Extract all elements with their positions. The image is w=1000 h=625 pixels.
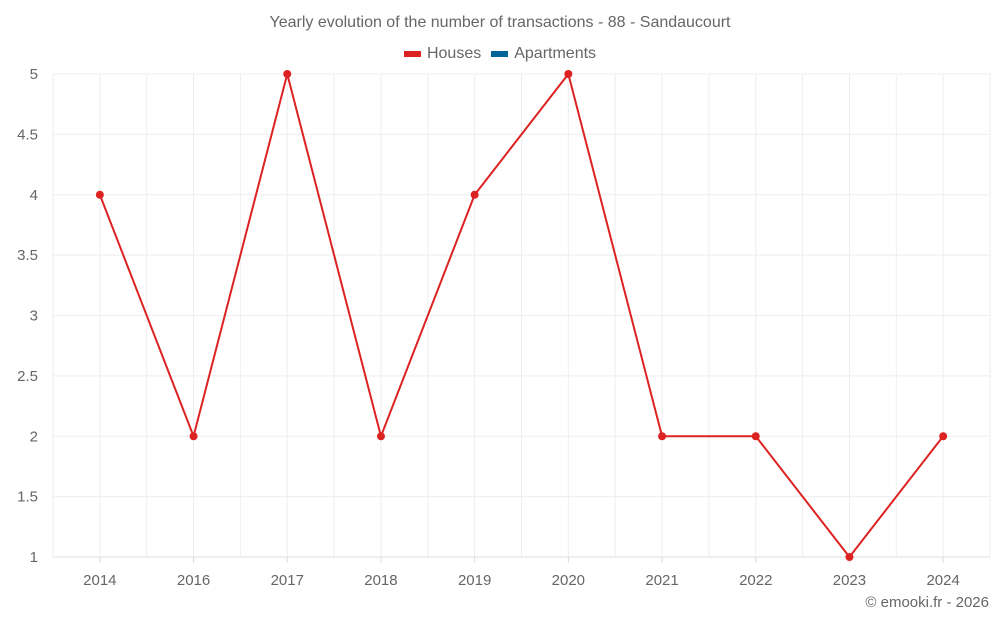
data-point[interactable] [283, 70, 292, 78]
chart-legend: Houses Apartments [0, 45, 1000, 63]
legend-item-houses[interactable]: Houses [403, 45, 482, 63]
legend-item-apartments[interactable]: Apartments [491, 45, 596, 63]
data-point[interactable] [939, 432, 948, 441]
x-tick-label: 2020 [552, 572, 585, 589]
y-tick-label: 3 [30, 308, 38, 325]
data-point[interactable] [376, 432, 385, 441]
x-tick-label: 2021 [645, 572, 678, 589]
gridlines [52, 73, 991, 558]
data-point[interactable] [564, 70, 573, 78]
x-axis: 2014 2016 2017 2018 2019 2020 2021 2022 2023 2024 [53, 556, 990, 589]
series-houses [95, 70, 948, 561]
y-tick-label: 2 [30, 428, 38, 445]
y-tick-label: 1 [30, 549, 38, 566]
y-tick-label: 4.5 [17, 126, 38, 143]
chart-title: Yearly evolution of the number of transa… [269, 14, 731, 31]
x-tick-label: 2017 [271, 572, 304, 589]
data-point[interactable] [470, 190, 479, 199]
x-tick-label: 2024 [926, 572, 959, 589]
data-point[interactable] [189, 432, 198, 441]
x-tick-label: 2018 [364, 572, 397, 589]
data-point[interactable] [845, 553, 854, 561]
x-tick-label: 2016 [177, 572, 210, 589]
x-tick-label: 2014 [83, 572, 116, 589]
x-tick-label: 2022 [739, 572, 772, 589]
x-tick-label: 2023 [833, 572, 866, 589]
legend-label-houses: Houses [426, 45, 482, 62]
data-point[interactable] [95, 190, 104, 199]
x-tick-label: 2019 [458, 572, 491, 589]
data-point[interactable] [658, 432, 667, 441]
y-tick-label: 2.5 [17, 368, 38, 385]
data-point[interactable] [751, 432, 760, 441]
y-axis: 1 1.5 2 2.5 3 3.5 4 4.5 5 [17, 66, 38, 566]
y-tick-label: 3.5 [17, 247, 38, 264]
y-tick-label: 1.5 [17, 489, 38, 506]
y-tick-label: 5 [30, 66, 38, 83]
copyright-credit: © emooki.fr - 2026 [865, 594, 989, 611]
y-tick-label: 4 [30, 187, 38, 204]
apartments-swatch-icon [491, 51, 509, 57]
legend-label-apartments: Apartments [514, 45, 597, 62]
houses-swatch-icon [403, 51, 421, 57]
